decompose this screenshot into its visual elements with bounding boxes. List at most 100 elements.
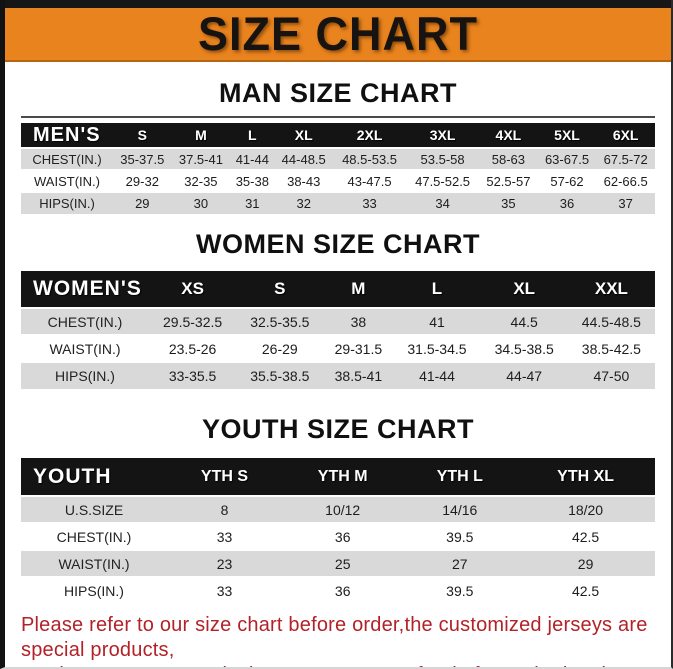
men-table-topline: [21, 116, 655, 118]
size-cell: 31.5-34.5: [407, 340, 467, 357]
table-row: WAIST(IN.) 23.5-26 26-29 29-31.5 31.5-34.5 34…: [21, 335, 655, 362]
row-label: CHEST(IN.): [56, 528, 132, 545]
size-cell: 10/12: [325, 501, 361, 518]
size-cell: 62-66.5: [603, 173, 648, 189]
table-row: HIPS(IN.) 29 30 31 32 33 34 35 36 37: [21, 192, 655, 214]
size-cell: 47-50: [593, 368, 630, 384]
footer-disclaimer-line2: we don't accept cancel, change, teturn o…: [21, 663, 655, 667]
size-cell: 25: [334, 555, 351, 572]
top-black-strip: [5, 0, 671, 8]
column-header: M: [171, 123, 231, 148]
table-row: WAIST(IN.) 23 25 27 29: [21, 550, 655, 577]
size-cell: 42.5: [571, 528, 600, 545]
size-cell: 43-47.5: [347, 173, 392, 189]
size-cell: 36: [334, 528, 351, 545]
size-cell: 33: [216, 583, 233, 599]
row-label: HIPS(IN.): [64, 583, 124, 599]
size-cell: 29-31.5: [334, 340, 383, 357]
size-cell: 52.5-57: [486, 173, 531, 189]
size-cell: 48.5-53.5: [342, 151, 398, 167]
size-cell: 33: [362, 196, 377, 211]
column-header: YTH L: [403, 458, 517, 496]
column-header: 4XL: [479, 123, 538, 148]
column-header: YTH XL: [516, 458, 655, 496]
size-cell: 38.5-41: [334, 368, 383, 384]
size-cell: 44.5-48.5: [581, 313, 641, 330]
size-cell: 34.5-38.5: [494, 340, 554, 357]
footer-disclaimer: Please refer to our size chart before or…: [5, 613, 671, 667]
size-cell: 32-35: [184, 173, 218, 189]
table-title-cell: WOMEN'S: [21, 271, 149, 308]
column-header: 5XL: [537, 123, 597, 148]
size-cell: 38.5-42.5: [581, 340, 641, 357]
size-cell: 32.5-35.5: [250, 313, 310, 330]
size-cell: 35-37.5: [120, 151, 165, 167]
column-header: L: [393, 271, 481, 308]
table-row: WAIST(IN.) 29-32 32-35 35-38 38-43 43-47.5 47.…: [21, 170, 655, 192]
row-label: CHEST(IN.): [32, 151, 102, 167]
row-label: WAIST(IN.): [34, 173, 100, 189]
size-cell: 67.5-72: [603, 151, 648, 167]
row-label: WAIST(IN.): [58, 555, 130, 572]
row-label: CHEST(IN.): [47, 313, 123, 330]
page-title: SIZE CHART: [198, 6, 478, 61]
size-cell: 33-35.5: [168, 368, 217, 384]
column-header: XS: [149, 271, 237, 308]
table-title-cell: MEN'S: [21, 123, 113, 148]
table-row: CHEST(IN.) 35-37.5 37.5-41 41-44 44-48.5 48.5…: [21, 148, 655, 170]
size-cell: 47.5-52.5: [415, 173, 471, 189]
column-header: XL: [480, 271, 568, 308]
size-cell: 23: [216, 555, 233, 572]
chart-content: MAN SIZE CHART MEN'S S M L XL 2XL 3XL 4XL 5XL 6XL…: [5, 79, 671, 604]
column-header: S: [236, 271, 324, 308]
size-cell: 29-32: [125, 173, 159, 189]
size-cell: 18/20: [568, 501, 604, 518]
row-label: WAIST(IN.): [49, 340, 121, 357]
column-header: M: [323, 271, 394, 308]
size-cell: 38-43: [287, 173, 321, 189]
size-cell: 41-44: [235, 151, 269, 167]
size-cell: 32: [296, 196, 311, 211]
table-row: CHEST(IN.) 33 36 39.5 42.5: [21, 523, 655, 550]
size-cell: 57-62: [550, 173, 584, 189]
column-header: 3XL: [406, 123, 480, 148]
table-row: CHEST(IN.) 29.5-32.5 32.5-35.5 38 41 44.5 44.5…: [21, 308, 655, 335]
row-label: U.S.SIZE: [64, 501, 124, 518]
size-cell: 42.5: [571, 583, 600, 599]
size-cell: 44-47: [506, 368, 543, 384]
size-cell: 34: [435, 196, 450, 211]
footer-disclaimer-line1: Please refer to our size chart before or…: [21, 614, 648, 661]
table-row: HIPS(IN.) 33 36 39.5 42.5: [21, 577, 655, 604]
size-cell: 36: [334, 583, 351, 599]
size-cell: 41-44: [419, 368, 455, 384]
title-banner: SIZE CHART: [5, 6, 671, 62]
size-cell: 23.5-26: [168, 340, 217, 357]
column-header: XXL: [567, 271, 655, 308]
size-cell: 53.5-58: [420, 151, 465, 167]
table-title-cell: YOUTH: [21, 458, 167, 496]
size-cell: 39.5: [446, 528, 474, 545]
size-cell: 29: [135, 196, 150, 211]
column-header: XL: [274, 123, 334, 148]
size-cell: 38: [350, 313, 367, 330]
column-header: L: [230, 123, 275, 148]
size-cell: 31: [245, 196, 260, 211]
size-cell: 29.5-32.5: [163, 313, 223, 330]
size-cell: 35: [501, 196, 516, 211]
size-cell: 29: [577, 555, 594, 572]
column-header: 2XL: [333, 123, 407, 148]
size-cell: 33: [216, 528, 233, 545]
column-header: YTH M: [281, 458, 404, 496]
row-label: HIPS(IN.): [39, 196, 95, 211]
size-cell: 41: [429, 313, 445, 330]
size-cell: 30: [193, 196, 209, 211]
size-cell: 44-48.5: [281, 151, 326, 167]
size-cell: 37.5-41: [178, 151, 223, 167]
size-cell: 35-38: [235, 173, 269, 189]
size-cell: 8: [220, 501, 229, 518]
size-cell: 39.5: [446, 583, 474, 599]
size-cell: 37: [618, 196, 633, 211]
youth-section-heading: YOUTH SIZE CHART: [201, 414, 474, 444]
men-size-table: MEN'S S M L XL 2XL 3XL 4XL 5XL 6XL CHEST(IN.) 35-37…: [21, 123, 655, 214]
